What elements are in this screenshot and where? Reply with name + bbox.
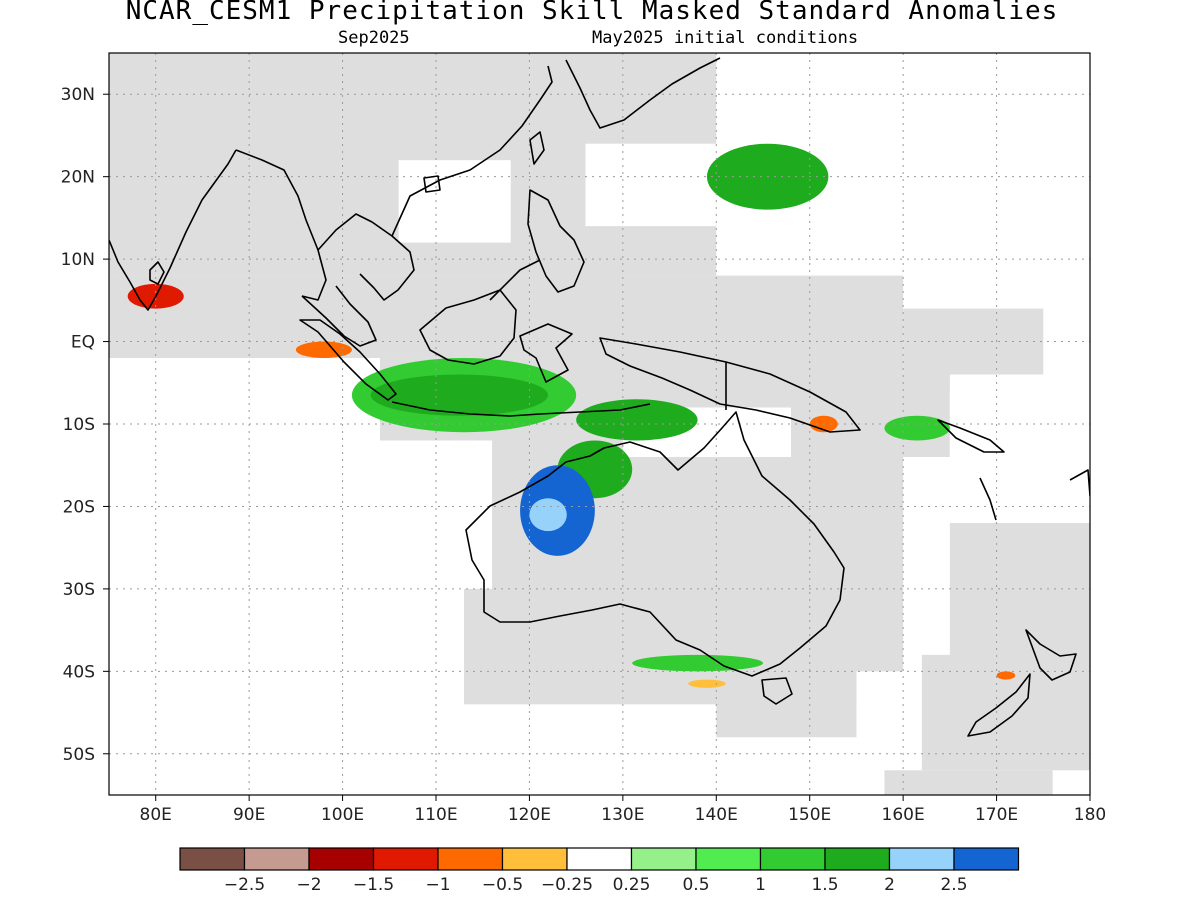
- lon-label: 170E: [975, 805, 1018, 825]
- anomaly-layer: [127, 143, 1016, 688]
- colorbar-label: −1: [425, 875, 450, 895]
- lat-label: 40S: [63, 662, 95, 682]
- colorbar-swatch: [372, 847, 439, 871]
- lon-label: 130E: [601, 805, 644, 825]
- map-title: NCAR_CESM1 Precipitation Skill Masked St…: [125, 0, 1059, 26]
- colorbar-label: −0.5: [482, 875, 523, 895]
- colorbar-swatch: [630, 847, 697, 871]
- init-conditions: May2025 initial conditions: [592, 28, 859, 48]
- unmasked-area: [585, 143, 717, 227]
- lat-label: 10S: [63, 415, 95, 435]
- lon-label: 110E: [414, 805, 457, 825]
- anomaly-solomon-wet: [884, 415, 950, 441]
- lon-label: 160E: [882, 805, 925, 825]
- skill-mask-block: [949, 522, 1090, 672]
- lon-label: 120E: [508, 805, 551, 825]
- colorbar-label: −2.5: [224, 875, 265, 895]
- colorbar-swatch: [243, 847, 310, 871]
- unmasked-area: [323, 440, 493, 523]
- lon-label: 140E: [695, 805, 738, 825]
- lon-label: 90E: [233, 805, 265, 825]
- lat-label: 30N: [61, 85, 95, 105]
- axis-labels: 30N 20N 10N EQ 10S 20S 30S 40S 50S 80E 90E 100E 110E…: [61, 85, 1107, 825]
- lat-label: EQ: [71, 333, 95, 353]
- colorbar-swatch: [308, 847, 375, 871]
- colorbar-swatch: [953, 847, 1020, 871]
- colorbar-swatch: [824, 847, 891, 871]
- colorbar-swatch: [695, 847, 762, 871]
- unmasked-area: [949, 374, 1090, 490]
- anomaly-timor-wet: [576, 399, 698, 441]
- skill-mask-block: [884, 770, 1053, 795]
- colorbar-label: −0.25: [541, 875, 593, 895]
- colorbar-label: 0.5: [682, 875, 709, 895]
- unmasked-area: [398, 160, 511, 243]
- lon-label: 100E: [321, 805, 364, 825]
- colorbar-label: −1.5: [353, 875, 394, 895]
- colorbar-label: 0.25: [613, 875, 651, 895]
- colorbar-swatch: [888, 847, 955, 871]
- lon-label: 150E: [788, 805, 831, 825]
- colorbar-swatch: [501, 847, 568, 871]
- colorbar-label: 2: [884, 875, 895, 895]
- lat-label: 10N: [61, 250, 95, 270]
- colorbar-swatch: [759, 847, 826, 871]
- colorbar-swatch: [179, 847, 246, 871]
- gridlines: [109, 53, 1090, 795]
- colorbar-label: −2: [296, 875, 321, 895]
- colorbar-label: 1: [755, 875, 766, 895]
- colorbar-label: 2.5: [940, 875, 967, 895]
- anomaly-nz-dry: [996, 671, 1016, 680]
- colorbar-swatch: [437, 847, 504, 871]
- colorbar-label: 1.5: [811, 875, 838, 895]
- coastlines: [109, 57, 1090, 737]
- anomaly-sumatra-west-dry: [295, 341, 352, 359]
- target-month: Sep2025: [338, 28, 410, 48]
- lat-label: 50S: [63, 745, 95, 765]
- skill-mask-block: [791, 374, 950, 457]
- lat-label: 20N: [61, 168, 95, 188]
- lat-label: 30S: [63, 580, 95, 600]
- colorbar: −2.5 −2 −1.5 −1 −0.5 −0.25 0.25 0.5 1 1.5 2 2.5: [179, 847, 1020, 895]
- anomaly-bass-strait-wet: [632, 654, 763, 672]
- anomaly-java-sea-core: [370, 374, 549, 416]
- lon-label: 180: [1074, 805, 1106, 825]
- lon-label: 80E: [140, 805, 172, 825]
- colorbar-swatch: [566, 847, 633, 871]
- skill-mask-block: [716, 671, 857, 738]
- lat-label: 20S: [63, 497, 95, 517]
- anomaly-gab-dry: [688, 679, 726, 688]
- anomaly-nw-australia-core: [529, 498, 567, 532]
